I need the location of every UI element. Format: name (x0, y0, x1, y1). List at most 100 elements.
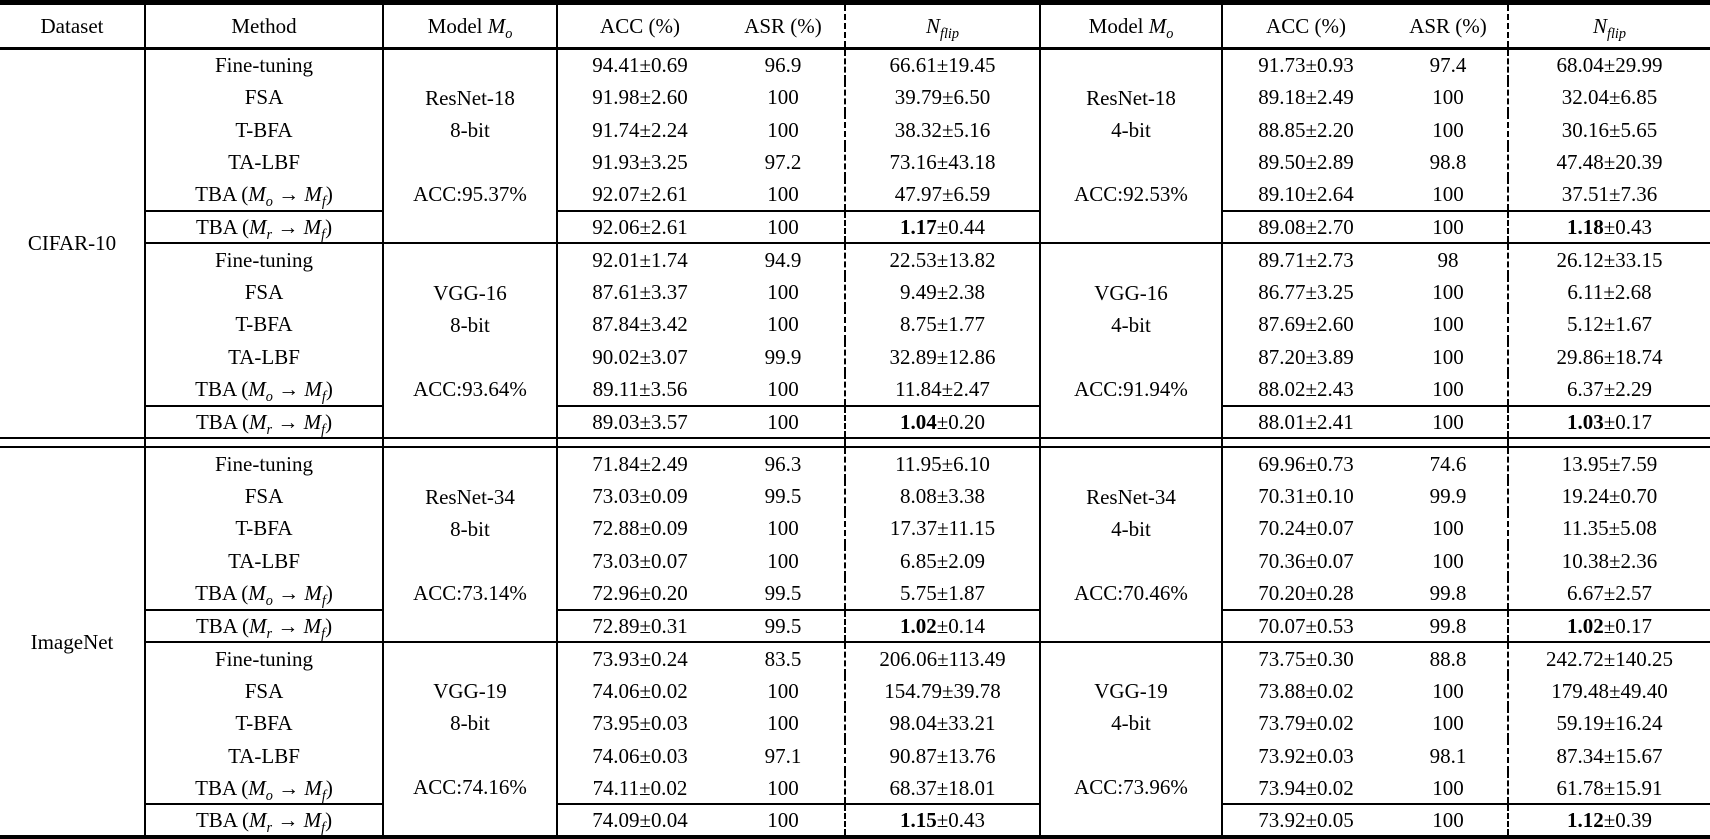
nflip-cell-left: 39.79±6.50 (844, 80, 1040, 114)
nflip-cell-right: 6.11±2.68 (1507, 275, 1710, 309)
nflip-cell-right: 68.04±29.99 (1507, 48, 1710, 81)
acc-cell-right: 88.01±2.41 (1221, 404, 1389, 439)
asr-cell-right: 100 (1432, 344, 1464, 369)
nflip-cell-left: 38.32±5.16 (844, 113, 1040, 146)
asr-cell-left: 97.2 (764, 150, 802, 175)
method-cell: FSA (144, 275, 383, 309)
asr-cell-left: 100 (767, 279, 799, 304)
acc-cell-left: 74.11±0.02 (556, 771, 722, 805)
nflip-cell-right: 26.12±33.15 (1507, 242, 1710, 276)
acc-cell-right: 73.92±0.03 (1221, 739, 1389, 772)
acc-cell-left: 91.74±2.24 (556, 113, 722, 146)
asr-cell-right: 100 (1432, 775, 1464, 800)
method-cell: Fine-tuning (144, 242, 383, 276)
nflip-cell-left: 206.06±113.49 (844, 641, 1040, 675)
asr-cell-left: 100 (722, 803, 845, 837)
nflip-cell-right: 61.78±15.91 (1507, 771, 1710, 805)
nflip-cell-left: 66.61±19.45 (844, 48, 1040, 81)
table-row: FSA 73.03±0.09 99.5 8.08±3.38 70.31±0.10 99.9… (0, 479, 1710, 513)
acc-cell-right: 87.69±2.60 (1221, 308, 1389, 341)
nflip-cell-left: 32.89±12.86 (844, 340, 1040, 374)
asr-cell-right: 88.8 (1389, 641, 1508, 675)
table-row: TBA (Mr → Mf) 92.06±2.61 100 1.17±0.44 89.08… (0, 209, 1710, 244)
nflip-cell-right: 5.12±1.67 (1507, 308, 1710, 341)
separator-cell (722, 437, 845, 449)
method-cell: TBA (Mr → Mf) (144, 608, 383, 643)
method-cell: TA-LBF (144, 145, 383, 179)
header-acc-right: ACC (%) (1221, 2, 1389, 50)
nflip-cell-left: 5.75±1.87 (844, 577, 1040, 610)
nflip-cell-right: 47.48±20.39 (1507, 145, 1710, 179)
nflip-cell-left: 1.04±0.20 (844, 404, 1040, 439)
method-cell: TA-LBF (144, 739, 383, 772)
asr-cell-right: 100 (1432, 312, 1464, 337)
header-nflip-left: Nflip (844, 2, 1040, 50)
header-model-right: Model Mo (1039, 2, 1222, 50)
nflip-cell-left: 68.37±18.01 (844, 771, 1040, 805)
acc-cell-left: 89.03±3.57 (556, 404, 722, 439)
asr-cell-left: 96.9 (764, 53, 802, 78)
table-row: TBA (Mo → Mf) 74.11±0.02 100 68.37±18.01 73.… (0, 771, 1710, 805)
acc-cell-right: 70.36±0.07 (1221, 544, 1389, 578)
nflip-cell-left: 11.95±6.10 (844, 447, 1040, 480)
table-row: CIFAR-10 Fine-tuning ResNet-18 8-bit ACC:95.… (0, 48, 1710, 255)
method-cell: TBA (Mo → Mf) (144, 178, 383, 211)
method-cell: TBA (Mr → Mf) (144, 404, 383, 439)
table-row: TBA (Mr → Mf) 89.03±3.57 100 1.04±0.20 88.01… (0, 404, 1710, 439)
asr-cell-left: 100 (767, 711, 799, 736)
acc-cell-left: 91.93±3.25 (556, 145, 722, 179)
nflip-cell-right: 11.35±5.08 (1507, 512, 1710, 545)
separator-cell (556, 437, 722, 449)
table-row: TBA (Mo → Mf) 72.96±0.20 99.5 5.75±1.87 70.2… (0, 577, 1710, 610)
acc-cell-right: 73.75±0.30 (1221, 641, 1389, 675)
asr-cell-right: 100 (1432, 376, 1464, 401)
acc-cell-left: 73.03±0.09 (556, 479, 722, 513)
model-cell-left: VGG-19 8-bit ACC:74.16% (382, 641, 557, 837)
method-cell: Fine-tuning (144, 447, 383, 480)
method-cell: TBA (Mr → Mf) (144, 209, 383, 244)
acc-cell-right: 70.07±0.53 (1221, 608, 1389, 643)
acc-cell-left: 91.98±2.60 (556, 80, 722, 114)
method-cell: T-BFA (144, 308, 383, 341)
model-cell-left: ResNet-34 8-bit ACC:73.14% (382, 447, 557, 643)
table-row: TBA (Mo → Mf) 92.07±2.61 100 47.97±6.59 89.1… (0, 178, 1710, 211)
acc-cell-left: 92.07±2.61 (556, 178, 722, 211)
asr-cell-left: 97.1 (764, 743, 802, 768)
acc-cell-left: 92.06±2.61 (556, 209, 722, 244)
acc-cell-left: 72.89±0.31 (556, 608, 722, 643)
method-cell: T-BFA (144, 113, 383, 146)
nflip-cell-left: 1.15±0.43 (844, 803, 1040, 837)
header-asr-right: ASR (%) (1389, 2, 1508, 50)
acc-cell-right: 70.31±0.10 (1221, 479, 1389, 513)
acc-cell-right: 70.20±0.28 (1221, 577, 1389, 610)
dataset-cell: ImageNet (30, 629, 114, 654)
method-cell: FSA (144, 479, 383, 513)
acc-cell-right: 88.85±2.20 (1221, 113, 1389, 146)
method-cell: T-BFA (144, 707, 383, 740)
asr-cell-left: 83.5 (722, 641, 845, 675)
acc-cell-left: 72.88±0.09 (556, 512, 722, 545)
dataset-cell: CIFAR-10 (27, 231, 117, 256)
table-row: FSA 87.61±3.37 100 9.49±2.38 86.77±3.25 100 6.… (0, 275, 1710, 309)
nflip-cell-right: 1.12±0.39 (1507, 803, 1710, 837)
table-row: Fine-tuning VGG-16 8-bit ACC:93.64% 92.01±1.… (0, 242, 1710, 439)
asr-cell-right: 100 (1389, 209, 1508, 244)
separator-cell (1507, 437, 1710, 449)
acc-cell-right: 70.24±0.07 (1221, 512, 1389, 545)
table-header: Dataset Method Model Mo ACC (%) ASR (%) … (0, 2, 1710, 50)
header-method: Method (144, 2, 383, 50)
separator-cell (0, 437, 145, 449)
table-row: TBA (Mr → Mf) 74.09±0.04 100 1.15±0.43 73.92… (0, 803, 1710, 837)
method-cell: TBA (Mr → Mf) (144, 803, 383, 837)
nflip-cell-left: 1.17±0.44 (844, 209, 1040, 244)
model-cell-right: ResNet-18 4-bit ACC:92.53% (1039, 48, 1222, 244)
nflip-cell-right: 1.02±0.17 (1507, 608, 1710, 643)
acc-cell-left: 73.95±0.03 (556, 707, 722, 740)
model-cell-right: VGG-16 4-bit ACC:91.94% (1039, 242, 1222, 439)
nflip-cell-left: 8.08±3.38 (844, 479, 1040, 513)
separator-cell (1389, 437, 1508, 449)
nflip-cell-right: 32.04±6.85 (1507, 80, 1710, 114)
nflip-cell-right: 1.03±0.17 (1507, 404, 1710, 439)
model-cell-left: ResNet-18 8-bit ACC:95.37% (382, 48, 557, 244)
